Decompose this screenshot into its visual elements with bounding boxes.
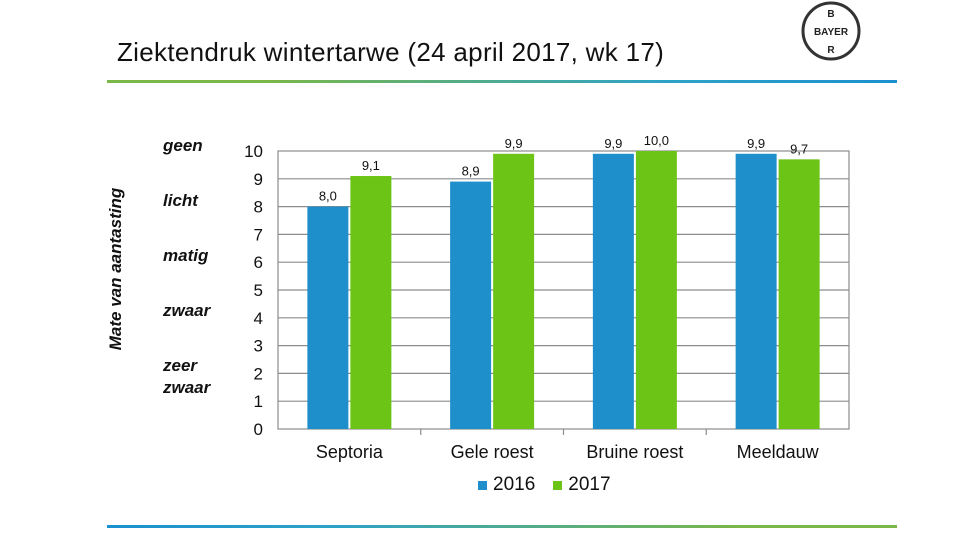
- y-tick-label: 7: [254, 225, 263, 244]
- chart-legend: 2016 2017: [478, 474, 621, 496]
- legend-item-2016: 2016: [478, 474, 535, 496]
- legend-item-2017: 2017: [553, 474, 611, 496]
- y-tick-label: 9: [254, 170, 263, 189]
- data-label: 10,0: [644, 133, 669, 148]
- svg-text:BAYER: BAYER: [814, 27, 849, 38]
- severity-zeer-line2: zwaar: [163, 378, 211, 397]
- severity-licht: licht: [163, 191, 198, 210]
- bar-2016: [450, 181, 492, 429]
- x-category-label: Septoria: [316, 442, 384, 462]
- y-tick-label: 10: [244, 142, 263, 161]
- bar-2017: [635, 151, 677, 429]
- y-tick-label: 4: [254, 309, 263, 328]
- x-category-label: Meeldauw: [737, 442, 820, 462]
- bar-2017: [778, 159, 820, 429]
- severity-zwaar: zwaar: [163, 301, 211, 320]
- y-tick-label: 0: [254, 420, 263, 439]
- severity-geen: geen: [163, 136, 203, 155]
- y-tick-label: 1: [254, 392, 263, 411]
- y-tick-label: 3: [254, 337, 263, 356]
- bar-2016: [735, 153, 777, 429]
- y-tick-label: 6: [254, 253, 263, 272]
- data-label: 8,9: [462, 164, 480, 179]
- data-label: 8,0: [319, 189, 337, 204]
- svg-text:R: R: [827, 45, 835, 56]
- legend-label-2017: 2017: [568, 474, 611, 495]
- bar-2016: [307, 206, 349, 429]
- svg-text:B: B: [827, 9, 834, 20]
- bar-2017: [493, 153, 535, 429]
- legend-label-2016: 2016: [493, 474, 536, 495]
- legend-swatch-2017: [553, 480, 563, 490]
- data-label: 9,9: [505, 136, 523, 151]
- x-category-label: Gele roest: [451, 442, 534, 462]
- bar-2017: [350, 176, 392, 429]
- y-tick-label: 8: [254, 198, 263, 217]
- data-label: 9,1: [362, 158, 380, 173]
- top-divider: [107, 80, 897, 83]
- data-label: 9,9: [747, 136, 765, 151]
- data-label: 9,7: [790, 141, 808, 156]
- y-tick-label: 2: [254, 364, 263, 383]
- bayer-logo: B BAYER R: [801, 1, 861, 61]
- data-label: 9,9: [604, 136, 622, 151]
- severity-zeer-line1: zeer: [163, 356, 198, 375]
- legend-swatch-2016: [478, 480, 487, 490]
- bottom-divider: [107, 525, 897, 528]
- y-tick-label: 5: [254, 281, 263, 300]
- slide-title: Ziektendruk wintertarwe (24 april 2017, …: [117, 37, 665, 67]
- bar-2016: [592, 153, 634, 429]
- x-category-label: Bruine roest: [586, 442, 683, 462]
- severity-matig: matig: [163, 246, 209, 265]
